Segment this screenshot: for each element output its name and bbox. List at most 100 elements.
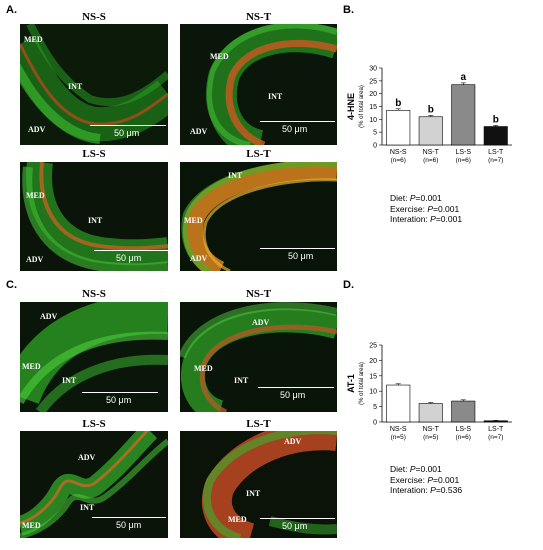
image-title-c-ns-s: NS-S: [82, 288, 106, 300]
scale-bar: [260, 248, 335, 249]
tissue-label: ADV: [78, 453, 96, 462]
bar-ns-t: [418, 116, 443, 146]
tissue-label: ADV: [40, 312, 58, 321]
stat-line: Exercise: P=0.001: [390, 203, 460, 214]
scale-label: 50 μm: [280, 390, 306, 400]
scale-label: 50 μm: [106, 395, 132, 405]
n-label: (n=6): [456, 434, 471, 441]
y-axis-sublabel: (% of total area): [359, 362, 365, 405]
scale-label: 50 μm: [288, 251, 314, 261]
y-tick-label: 10: [369, 389, 377, 396]
panel-letter-c: C.: [6, 279, 17, 291]
tissue-label: INT: [228, 171, 243, 180]
stat-line: Interation: P=0.536: [390, 485, 463, 495]
y-tick-label: 25: [369, 343, 377, 350]
significance-letter: b: [395, 98, 401, 109]
micrograph-a-ns-t: MED INT ADV 50 μm: [180, 24, 337, 145]
tissue-label: MED: [22, 521, 41, 530]
tissue-label: ADV: [252, 318, 270, 327]
tissue-label: ADV: [26, 255, 44, 264]
n-label: (n=6): [423, 157, 438, 164]
y-tick-label: 10: [369, 117, 377, 124]
bar-ns-t: [418, 403, 443, 423]
bar-ns-s: [386, 384, 411, 423]
n-label: (n=6): [391, 157, 406, 164]
bar-ls-t: [483, 126, 508, 146]
stat-line: Interation: P=0.001: [390, 214, 463, 224]
significance-letter: b: [493, 114, 499, 125]
bar-ls-s: [451, 400, 476, 423]
scale-label: 50 μm: [116, 253, 142, 263]
tissue-label: MED: [184, 216, 203, 225]
y-axis-sublabel: (% of total area): [359, 85, 365, 128]
n-label: (n=6): [456, 157, 471, 164]
y-tick-label: 30: [369, 66, 377, 73]
x-tick-label: LS-T: [488, 426, 504, 433]
y-tick-label: 0: [373, 143, 377, 150]
scale-bar: [260, 121, 335, 122]
micrograph-c-ns-s: ADV MED INT 50 μm: [20, 302, 168, 412]
micrograph-a-ls-t: INT MED ADV 50 μm: [180, 162, 337, 271]
bar-ns-s: [386, 110, 411, 146]
tissue-label: ADV: [190, 127, 208, 136]
chart-b-4hne: 4-HNE (% of total area) 0 5 10 15 20 25 30 b NS-S(…: [340, 60, 540, 175]
tissue-label: INT: [88, 216, 103, 225]
y-axis-label: AT-1: [346, 374, 356, 393]
stat-line: Diet: P=0.001: [390, 464, 442, 474]
chart-d-at1: AT-1 (% of total area) 0 5 10 15 20 25 NS-S (n=5)…: [340, 340, 540, 450]
x-tick-label: LS-S: [455, 426, 471, 433]
image-title-a-ls-t: LS-T: [246, 148, 271, 160]
y-tick-label: 25: [369, 78, 377, 85]
y-tick-label: 20: [369, 358, 377, 365]
stats-d: Diet: P=0.001 Exercise: P=0.001 Interati…: [390, 464, 462, 496]
n-label: (n=7): [488, 434, 503, 441]
x-tick-label: NS-T: [423, 426, 440, 433]
micrograph-c-ls-s: ADV INT MED 50 μm: [20, 431, 168, 538]
scale-label: 50 μm: [114, 128, 140, 138]
stat-line: Diet: P=0.001: [390, 193, 442, 203]
y-tick-label: 0: [373, 420, 377, 427]
panel-letter-a: A.: [6, 4, 17, 16]
tissue-label: MED: [210, 52, 229, 61]
scale-label: 50 μm: [282, 521, 308, 531]
y-tick-label: 5: [373, 130, 377, 137]
n-label: (n=5): [423, 434, 438, 441]
image-title-c-ns-t: NS-T: [245, 288, 272, 300]
tissue-label: MED: [228, 515, 247, 524]
tissue-label: INT: [80, 503, 95, 512]
tissue-label: INT: [62, 376, 77, 385]
tissue-label: MED: [26, 191, 45, 200]
x-tick-label: LS-T: [488, 149, 504, 156]
tissue-label: MED: [24, 35, 43, 44]
scale-bar: [258, 387, 334, 388]
significance-letter: a: [460, 72, 466, 83]
micrograph-a-ls-s: MED INT ADV 50 μm: [20, 162, 168, 271]
panel-letter-b: B.: [343, 4, 354, 16]
scale-bar: [94, 250, 168, 251]
scale-label: 50 μm: [282, 124, 308, 134]
tissue-label: ADV: [28, 125, 46, 134]
image-title-a-ns-t: NS-T: [245, 11, 272, 23]
image-title-c-ls-t: LS-T: [246, 418, 271, 430]
micrograph-c-ls-t: ADV INT MED 50 μm: [180, 431, 337, 538]
bar-ls-t: [483, 420, 508, 423]
tissue-label: INT: [68, 82, 83, 91]
stats-b: Diet: P=0.001 Exercise: P=0.001 Interati…: [390, 193, 462, 225]
image-title-a-ls-s: LS-S: [82, 148, 106, 160]
x-tick-label: NS-S: [390, 149, 407, 156]
stat-line: Exercise: P=0.001: [390, 474, 460, 485]
image-title-c-ls-s: LS-S: [82, 418, 106, 430]
x-tick-label: NS-T: [423, 149, 440, 156]
tissue-label: ADV: [190, 254, 208, 263]
micrograph-c-ns-t: ADV MED INT 50 μm: [180, 302, 337, 412]
significance-letter: b: [428, 104, 434, 115]
y-tick-label: 15: [369, 373, 377, 380]
x-tick-label: NS-S: [390, 426, 407, 433]
y-tick-label: 15: [369, 104, 377, 111]
n-label: (n=7): [488, 157, 503, 164]
tissue-label: MED: [22, 362, 41, 371]
y-tick-label: 5: [373, 404, 377, 411]
panel-letter-d: D.: [343, 279, 354, 291]
scale-label: 50 μm: [116, 520, 142, 530]
